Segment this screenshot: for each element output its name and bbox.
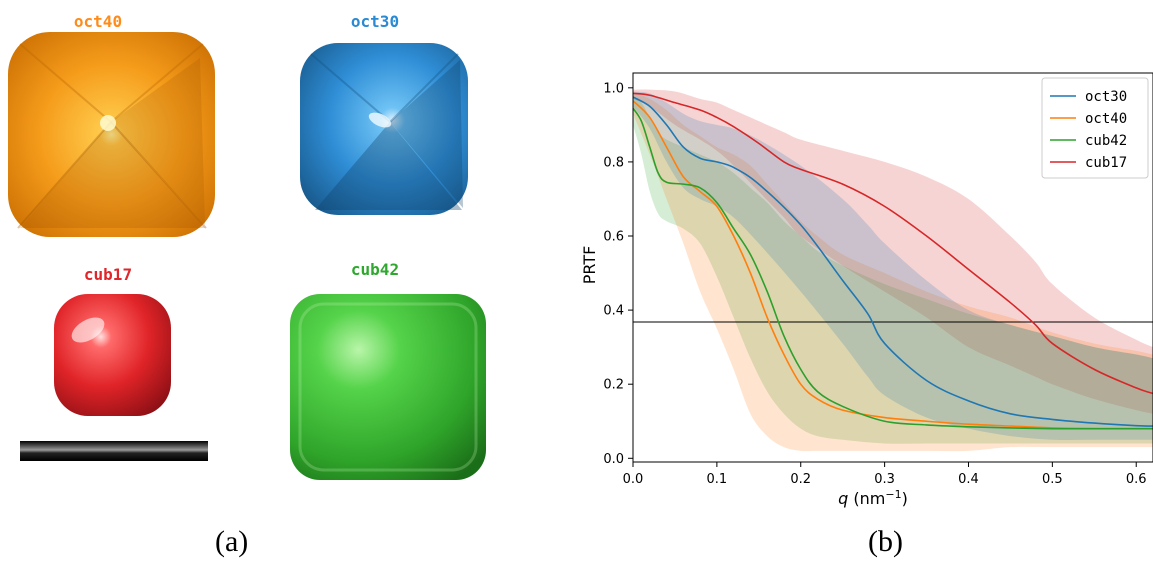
y-axis-label: PRTF <box>580 246 599 285</box>
scale-bar <box>20 441 208 461</box>
x-tick-label: 0.6 <box>1126 472 1147 487</box>
x-tick-label: 0.3 <box>874 472 895 487</box>
series-line-cub42 <box>632 107 1153 430</box>
y-tick-label: 0.6 <box>603 230 624 245</box>
x-tick-label: 0.2 <box>790 472 811 487</box>
particle-oct30 <box>300 43 468 215</box>
panel-a: oct40 oct30 cub17 cub42 <box>0 0 560 558</box>
particle-gallery: oct40 oct30 cub17 cub42 <box>8 12 486 480</box>
prtf-chart: 0.0 0.1 0.2 0.3 0.4 0.5 0.6 0.0 0.2 0.4 0.6 0.8 1.0… <box>580 72 1153 508</box>
x-axis-label-unit: (nm <box>848 489 885 508</box>
panel-b: 0.0 0.1 0.2 0.3 0.4 0.5 0.6 0.0 0.2 0.4 0.6 0.8 1.0… <box>570 0 1153 558</box>
axes-frame <box>632 72 1153 463</box>
series-line-cub17 <box>632 92 1153 395</box>
confidence-bands <box>633 89 1153 452</box>
particle-label-oct40: oct40 <box>74 12 122 31</box>
y-tick-label: 0.8 <box>603 155 624 170</box>
band-oct40 <box>633 91 1153 452</box>
legend: oct30 oct40 cub42 cub17 <box>1041 77 1149 179</box>
x-tick-label: 0.4 <box>958 472 979 487</box>
band-oct30 <box>633 91 1153 441</box>
x-axis-label: q (nm−1) <box>838 488 908 508</box>
x-tick-label: 0.1 <box>707 472 728 487</box>
x-tick-label: 0.5 <box>1042 472 1063 487</box>
x-axis-ticks: 0.0 0.1 0.2 0.3 0.4 0.5 0.6 <box>623 462 1147 487</box>
y-tick-label: 0.4 <box>603 304 624 319</box>
series-line-oct40 <box>632 100 1153 430</box>
x-axis-label-close: ) <box>902 489 908 508</box>
band-cub42 <box>633 95 1153 444</box>
x-axis-label-exp: −1 <box>885 488 901 501</box>
particle-label-cub17: cub17 <box>84 265 132 284</box>
legend-label-cub42: cub42 <box>1085 133 1127 149</box>
legend-label-cub17: cub17 <box>1085 155 1127 171</box>
y-axis-ticks: 0.0 0.2 0.4 0.6 0.8 1.0 <box>603 81 633 467</box>
particle-label-oct30: oct30 <box>351 12 399 31</box>
x-tick-label: 0.0 <box>623 472 644 487</box>
legend-label-oct30: oct30 <box>1085 89 1127 105</box>
y-tick-label: 0.0 <box>603 452 624 467</box>
panel-b-caption: (b) <box>868 525 903 558</box>
legend-label-oct40: oct40 <box>1085 111 1127 127</box>
particle-oct40 <box>8 32 215 237</box>
particle-cub42 <box>290 294 486 480</box>
x-axis-label-var: q <box>838 489 848 508</box>
y-tick-label: 0.2 <box>603 378 624 393</box>
legend-box <box>1041 77 1149 179</box>
particle-cub17 <box>54 294 171 416</box>
series-lines <box>632 92 1153 430</box>
series-line-oct30 <box>632 96 1153 427</box>
particle-label-cub42: cub42 <box>351 260 399 279</box>
panel-a-caption: (a) <box>215 525 249 558</box>
y-tick-label: 1.0 <box>603 81 624 96</box>
band-cub17 <box>633 89 1153 414</box>
